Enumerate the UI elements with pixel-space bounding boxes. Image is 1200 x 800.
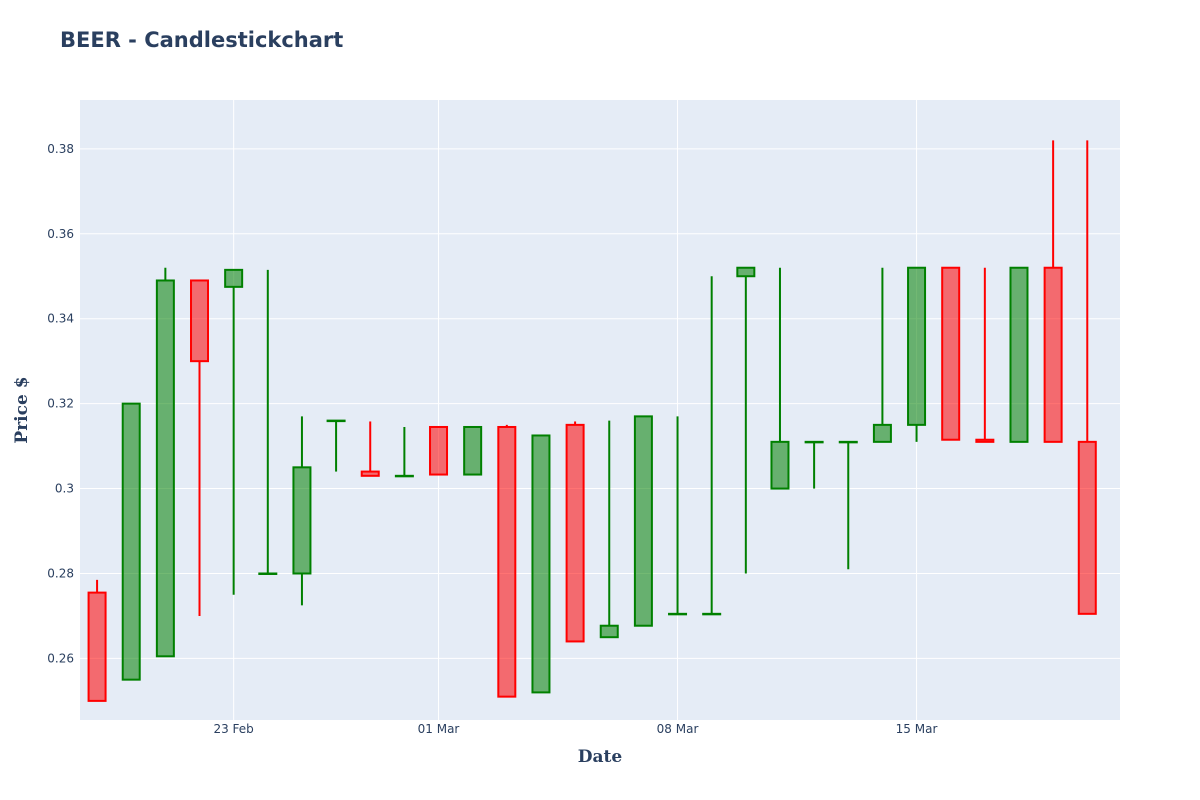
candle[interactable] <box>907 266 927 442</box>
candle-body <box>872 423 892 443</box>
candle[interactable] <box>258 269 278 575</box>
candle[interactable] <box>394 426 414 478</box>
candle-body <box>975 438 995 443</box>
candle-body <box>838 440 858 444</box>
candle-body <box>736 266 756 278</box>
candle[interactable] <box>872 267 892 443</box>
candle-body <box>668 612 688 616</box>
candle[interactable] <box>1009 266 1029 443</box>
candle-body <box>702 612 722 616</box>
candle[interactable] <box>770 267 790 490</box>
y-tick-label: 0.28 <box>47 566 74 580</box>
candle[interactable] <box>975 267 995 443</box>
candle-body <box>292 466 312 575</box>
candle[interactable] <box>668 416 688 616</box>
candle-body <box>155 279 175 658</box>
candle[interactable] <box>360 421 380 477</box>
y-tick-label: 0.38 <box>47 142 74 156</box>
candle-body <box>326 419 346 423</box>
y-tick-label: 0.36 <box>47 227 74 241</box>
candle[interactable] <box>292 416 312 606</box>
x-axis-title: Date <box>578 747 623 767</box>
candle-body <box>633 415 653 627</box>
candle[interactable] <box>326 419 346 472</box>
x-tick-label: 08 Mar <box>657 722 699 736</box>
y-axis-ticks: 0.26 0.28 0.3 0.32 0.34 0.36 0.38 <box>47 142 74 666</box>
y-tick-label: 0.32 <box>47 397 74 411</box>
chart-title: BEER - Candlestickchart <box>60 28 344 52</box>
candle[interactable] <box>838 440 858 570</box>
candle[interactable] <box>224 268 244 595</box>
candle-body <box>907 266 927 426</box>
y-tick-label: 0.26 <box>47 651 74 665</box>
candle[interactable] <box>87 579 107 702</box>
candle[interactable] <box>736 266 756 574</box>
x-axis-ticks: 23 Feb 01 Mar 08 Mar 15 Mar <box>213 722 937 736</box>
candle-body <box>804 440 824 444</box>
candle-body <box>1009 266 1029 443</box>
y-tick-label: 0.3 <box>55 482 74 496</box>
y-axis-title: Price $ <box>12 376 32 443</box>
candle-body <box>394 474 414 478</box>
candle-body <box>224 268 244 288</box>
candle[interactable] <box>1043 140 1063 443</box>
candle[interactable] <box>190 279 210 616</box>
y-tick-label: 0.34 <box>47 312 74 326</box>
candle[interactable] <box>429 425 449 476</box>
candle-body <box>565 423 585 643</box>
candle-body <box>1077 440 1097 615</box>
candle-body <box>87 591 107 702</box>
x-tick-label: 01 Mar <box>418 722 460 736</box>
candle-body <box>463 425 483 476</box>
candle-body <box>599 624 619 639</box>
candle-body <box>190 279 210 363</box>
candles <box>87 140 1097 702</box>
candle-body <box>1043 266 1063 443</box>
candle-body <box>770 440 790 490</box>
candle-body <box>121 402 141 681</box>
candle-body <box>531 434 551 694</box>
x-tick-label: 23 Feb <box>213 722 253 736</box>
candle[interactable] <box>565 421 585 643</box>
candle[interactable] <box>121 402 141 681</box>
candle[interactable] <box>1077 140 1097 615</box>
candle[interactable] <box>804 440 824 489</box>
candle-body <box>497 425 517 698</box>
candle[interactable] <box>633 415 653 627</box>
x-tick-label: 15 Mar <box>896 722 938 736</box>
candle-body <box>941 266 961 441</box>
candle[interactable] <box>941 266 961 441</box>
candle[interactable] <box>497 424 517 698</box>
candle-body <box>258 572 278 575</box>
candle[interactable] <box>463 425 483 476</box>
candle[interactable] <box>599 420 619 639</box>
candle[interactable] <box>531 434 551 694</box>
candle[interactable] <box>702 276 722 616</box>
candle-body <box>360 470 380 477</box>
candle-body <box>429 425 449 476</box>
candle[interactable] <box>155 267 175 658</box>
